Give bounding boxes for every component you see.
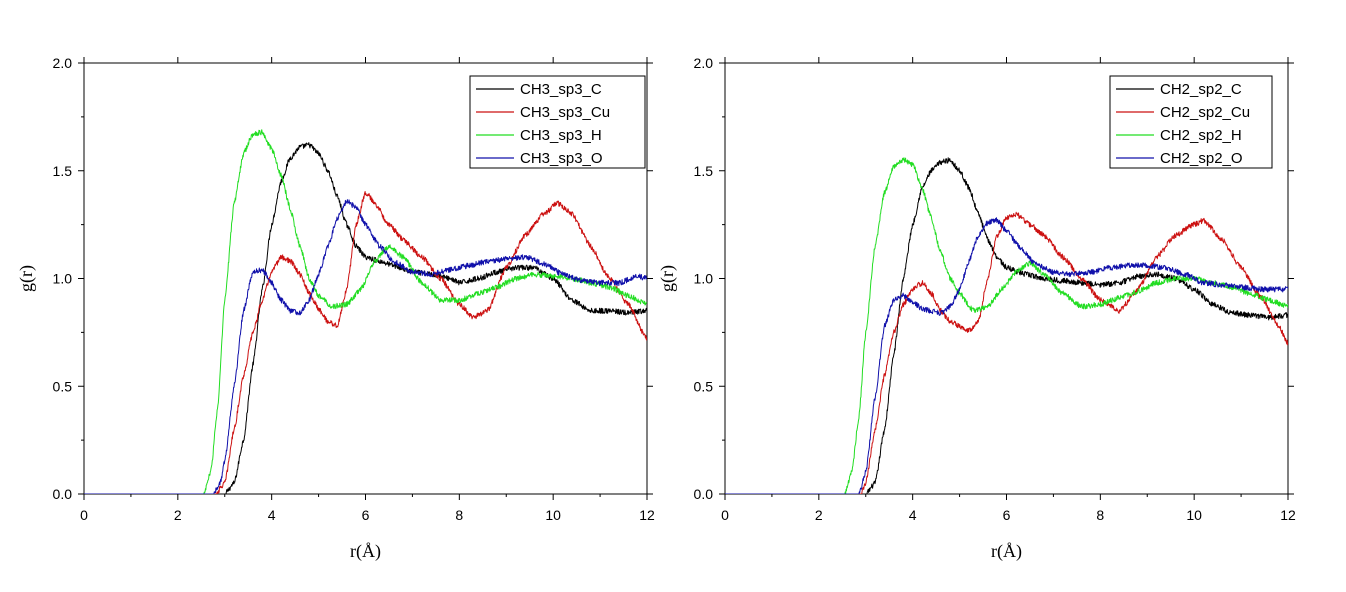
y-tick-label: 0.0 xyxy=(694,486,714,502)
series-lines xyxy=(84,129,647,494)
legend-label: CH3_sp3_Cu xyxy=(520,104,610,121)
y-tick-label: 0.5 xyxy=(694,378,714,394)
legend-label: CH3_sp3_O xyxy=(520,150,603,167)
legend-label: CH2_sp2_C xyxy=(1160,81,1242,98)
y-tick-label: 1.0 xyxy=(694,271,714,287)
x-tick-label: 6 xyxy=(362,507,370,523)
x-tick-label: 0 xyxy=(80,507,88,523)
legend: CH3_sp3_C CH3_sp3_Cu CH3_sp3_H CH3_sp3_O xyxy=(469,75,646,169)
y-axis-title: g(r) xyxy=(16,265,37,292)
chart-panel: 0 2 4 6 8 10 12 0.0 0.5 1.0 1.5 2.0 r(Å) g(r) CH3_sp3_… xyxy=(16,55,655,562)
y-tick-label: 2.0 xyxy=(53,55,73,71)
chart-panel: 0 2 4 6 8 10 12 0.0 0.5 1.0 1.5 2.0 r(Å) g(r) CH2_sp2_… xyxy=(657,55,1296,562)
y-tick-label: 2.0 xyxy=(694,55,714,71)
legend-box xyxy=(1109,75,1273,169)
series-line-O xyxy=(725,217,1288,494)
y-tick-label: 1.5 xyxy=(53,163,73,179)
legend-label: CH2_sp2_Cu xyxy=(1160,104,1250,121)
series-line-Cu xyxy=(725,211,1288,494)
x-tick-label: 12 xyxy=(1280,507,1296,523)
series-lines xyxy=(725,157,1288,494)
y-tick-label: 0.0 xyxy=(53,486,73,502)
y-tick-label: 0.5 xyxy=(53,378,73,394)
x-tick-label: 10 xyxy=(1186,507,1202,523)
x-tick-label: 8 xyxy=(455,507,463,523)
y-axis-title: g(r) xyxy=(657,265,678,292)
x-tick-label: 0 xyxy=(721,507,729,523)
legend-label: CH3_sp3_H xyxy=(520,127,602,144)
legend-label: CH2_sp2_O xyxy=(1160,150,1243,167)
series-line-H xyxy=(725,157,1288,494)
series-line-Cu xyxy=(84,191,647,494)
x-tick-label: 4 xyxy=(268,507,276,523)
x-tick-label: 4 xyxy=(909,507,917,523)
series-line-C xyxy=(725,157,1288,494)
x-tick-label: 2 xyxy=(815,507,823,523)
y-tick-label: 1.5 xyxy=(694,163,714,179)
x-axis-title: r(Å) xyxy=(991,541,1022,562)
x-tick-label: 10 xyxy=(545,507,561,523)
x-tick-label: 2 xyxy=(174,507,182,523)
x-tick-label: 6 xyxy=(1003,507,1011,523)
x-tick-label: 8 xyxy=(1096,507,1104,523)
legend-label: CH2_sp2_H xyxy=(1160,127,1242,144)
x-axis-title: r(Å) xyxy=(350,541,381,562)
series-line-O xyxy=(84,199,647,494)
series-line-H xyxy=(84,129,647,494)
legend-label: CH3_sp3_C xyxy=(520,81,602,98)
legend: CH2_sp2_C CH2_sp2_Cu CH2_sp2_H CH2_sp2_O xyxy=(1109,75,1273,169)
series-line-C xyxy=(84,142,647,494)
y-tick-label: 1.0 xyxy=(53,271,73,287)
legend-box xyxy=(469,75,646,169)
x-tick-label: 12 xyxy=(639,507,655,523)
